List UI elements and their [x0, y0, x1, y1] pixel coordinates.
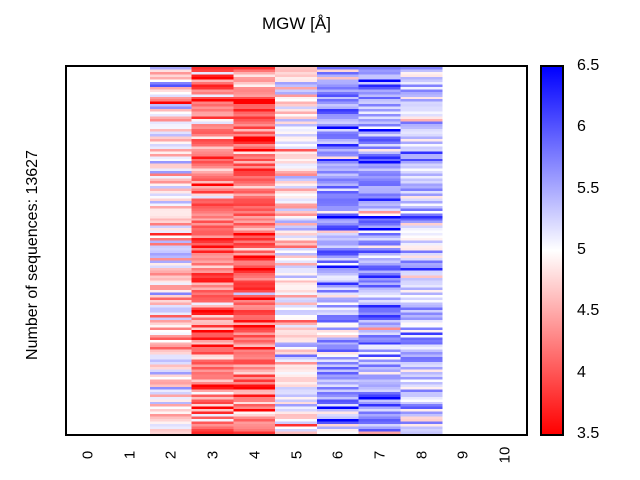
- x-axis-tick-label: 8: [413, 450, 431, 460]
- x-axis-tick-label: 7: [371, 450, 389, 460]
- colorbar-tick-label: 6.5: [577, 57, 600, 74]
- x-axis-tick-label: 0: [79, 450, 97, 460]
- chart-title: MGW [Å]: [262, 14, 331, 33]
- heatmap-stripes: [150, 67, 443, 434]
- x-axis-tick-label: 10: [496, 446, 514, 464]
- colorbar-tick-label: 5: [577, 241, 586, 258]
- plot-area: [65, 65, 528, 436]
- colorbar-tick-label: 6: [577, 118, 586, 136]
- x-axis-tick-label: 4: [246, 450, 264, 460]
- colorbar-tick-label: 3.5: [577, 425, 600, 442]
- x-axis-tick-label: 3: [204, 450, 222, 460]
- x-axis-tick-label: 2: [162, 450, 180, 460]
- colorbar-tick-label: 5.5: [577, 179, 600, 197]
- x-axis-tick-label: 1: [121, 450, 139, 460]
- colorbar: [540, 65, 564, 436]
- y-axis-label: Number of sequences: 13627: [24, 150, 41, 360]
- x-axis-tick-label: 9: [454, 450, 472, 460]
- colorbar-tick-label: 4: [577, 363, 586, 381]
- x-axis-tick-label: 5: [288, 450, 305, 460]
- colorbar-tick-label: 4.5: [577, 302, 600, 320]
- x-axis-tick-label: 6: [329, 450, 347, 460]
